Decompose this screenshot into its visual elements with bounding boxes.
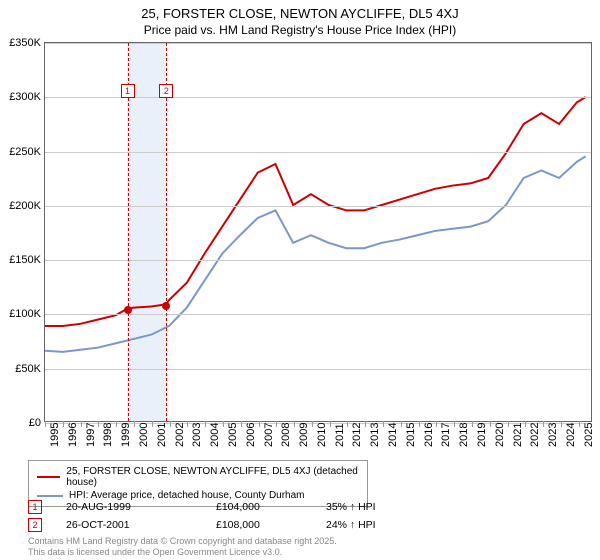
y-axis-label: £150K bbox=[1, 254, 41, 266]
footnote-line: Contains HM Land Registry data © Crown c… bbox=[28, 536, 337, 547]
x-axis-label: 2000 bbox=[138, 423, 150, 447]
x-axis-label: 2024 bbox=[565, 423, 577, 447]
chart-container: 25, FORSTER CLOSE, NEWTON AYCLIFFE, DL5 … bbox=[0, 0, 600, 560]
transaction-row: 2 26-OCT-2001 £108,000 24% ↑ HPI bbox=[28, 516, 376, 534]
x-axis-label: 2005 bbox=[227, 423, 239, 447]
x-axis-label: 2009 bbox=[298, 423, 310, 447]
x-axis-label: 2025 bbox=[583, 423, 595, 447]
x-axis-label: 2014 bbox=[387, 423, 399, 447]
chart-plot-area: £0£50K£100K£150K£200K£250K£300K£350K1995… bbox=[44, 42, 592, 422]
transaction-price: £108,000 bbox=[216, 519, 326, 531]
legend-label: 25, FORSTER CLOSE, NEWTON AYCLIFFE, DL5 … bbox=[66, 466, 359, 488]
x-axis-label: 2007 bbox=[263, 423, 275, 447]
transaction-date: 20-AUG-1999 bbox=[66, 501, 216, 513]
x-axis-label: 2023 bbox=[547, 423, 559, 447]
x-axis-label: 2015 bbox=[405, 423, 417, 447]
legend-swatch bbox=[37, 476, 60, 478]
chart-subtitle: Price paid vs. HM Land Registry's House … bbox=[0, 21, 600, 37]
x-axis-label: 2002 bbox=[174, 423, 186, 447]
x-axis-label: 2001 bbox=[156, 423, 168, 447]
x-axis-label: 2004 bbox=[209, 423, 221, 447]
transaction-row: 1 20-AUG-1999 £104,000 35% ↑ HPI bbox=[28, 498, 376, 516]
sale-dot bbox=[162, 302, 170, 310]
x-axis-label: 1995 bbox=[49, 423, 61, 447]
y-axis-label: £50K bbox=[1, 363, 41, 375]
x-axis-label: 1998 bbox=[102, 423, 114, 447]
x-axis-label: 2011 bbox=[334, 423, 346, 447]
legend-item: 25, FORSTER CLOSE, NEWTON AYCLIFFE, DL5 … bbox=[37, 465, 359, 489]
x-axis-label: 2018 bbox=[458, 423, 470, 447]
x-axis-label: 2016 bbox=[423, 423, 435, 447]
y-axis-label: £100K bbox=[1, 308, 41, 320]
transaction-table: 1 20-AUG-1999 £104,000 35% ↑ HPI 2 26-OC… bbox=[28, 498, 376, 534]
x-axis-label: 1997 bbox=[85, 423, 97, 447]
x-axis-label: 2006 bbox=[245, 423, 257, 447]
y-axis-label: £300K bbox=[1, 91, 41, 103]
footnote: Contains HM Land Registry data © Crown c… bbox=[28, 536, 337, 558]
sale-marker: 2 bbox=[159, 84, 173, 98]
transaction-price: £104,000 bbox=[216, 501, 326, 513]
transaction-date: 26-OCT-2001 bbox=[66, 519, 216, 531]
x-axis-label: 2020 bbox=[494, 423, 506, 447]
x-axis-label: 1999 bbox=[120, 423, 132, 447]
transaction-delta: 24% ↑ HPI bbox=[326, 519, 376, 531]
chart-title: 25, FORSTER CLOSE, NEWTON AYCLIFFE, DL5 … bbox=[0, 0, 600, 21]
footnote-line: This data is licensed under the Open Gov… bbox=[28, 547, 337, 558]
transaction-delta: 35% ↑ HPI bbox=[326, 501, 376, 513]
y-axis-label: £0 bbox=[1, 417, 41, 429]
x-axis-label: 2017 bbox=[440, 423, 452, 447]
transaction-marker: 1 bbox=[28, 500, 42, 514]
x-axis-label: 2022 bbox=[529, 423, 541, 447]
sale-marker: 1 bbox=[121, 84, 135, 98]
x-axis-label: 2012 bbox=[351, 423, 363, 447]
sale-dot bbox=[124, 306, 132, 314]
legend-swatch bbox=[37, 495, 63, 497]
x-axis-label: 2008 bbox=[280, 423, 292, 447]
y-axis-label: £200K bbox=[1, 200, 41, 212]
x-axis-label: 2021 bbox=[512, 423, 524, 447]
y-axis-label: £350K bbox=[1, 37, 41, 49]
x-axis-label: 2010 bbox=[316, 423, 328, 447]
x-axis-label: 2013 bbox=[369, 423, 381, 447]
y-axis-label: £250K bbox=[1, 146, 41, 158]
x-axis-label: 2019 bbox=[476, 423, 488, 447]
x-axis-label: 2003 bbox=[191, 423, 203, 447]
x-axis-label: 1996 bbox=[67, 423, 79, 447]
transaction-marker: 2 bbox=[28, 518, 42, 532]
